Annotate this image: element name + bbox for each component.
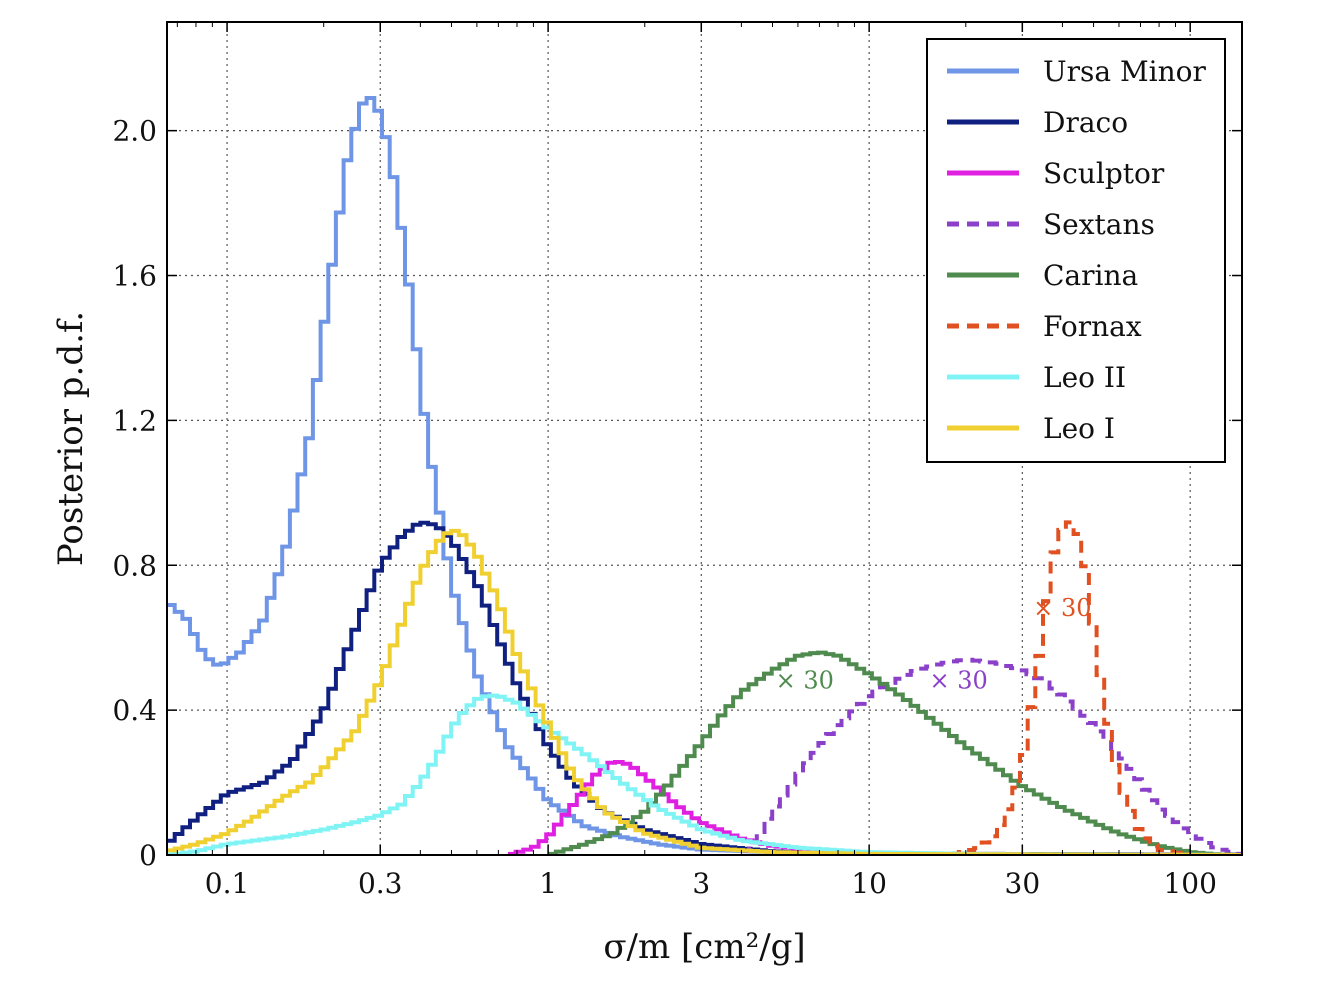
legend-box — [926, 38, 1226, 463]
y-tick-label: 0 — [139, 839, 157, 872]
series-line-sculptor — [508, 760, 1242, 855]
x-tick-label: 100 — [1163, 867, 1216, 900]
y-tick-label: 2.0 — [112, 115, 157, 148]
tick-labels: 0.1 0.3 1 3 10 30 100 0 0.4 0.8 1.2 1.6 2.0 — [112, 115, 1216, 900]
series-line-sextans — [741, 657, 1242, 855]
annotations: × 30 × 30 × 30 — [776, 594, 1092, 694]
legend-label-leo-ii: Leo II — [1043, 361, 1126, 394]
y-tick-label: 0.4 — [112, 694, 157, 727]
series-line-carina — [548, 650, 1242, 855]
legend-label-sculptor: Sculptor — [1043, 157, 1165, 190]
y-tick-label: 0.8 — [112, 549, 157, 582]
series-line-fornax — [951, 520, 1242, 855]
series-line-leo-ii — [167, 693, 1242, 855]
tick-marks — [167, 22, 1242, 856]
y-tick-label: 1.2 — [112, 404, 157, 437]
x-tick-label: 3 — [692, 867, 710, 900]
x-tick-label: 30 — [1005, 867, 1041, 900]
annotation-times-30: × 30 — [930, 666, 988, 694]
y-axis-label: Posterior p.d.f. — [51, 311, 91, 566]
series-line-draco — [167, 520, 1242, 855]
x-tick-label: 0.1 — [205, 867, 250, 900]
y-tick-label: 1.6 — [112, 260, 157, 293]
legend-label-leo-i: Leo I — [1043, 412, 1115, 445]
x-tick-label: 1 — [539, 867, 557, 900]
legend: Ursa Minor Draco Sculptor Sextans Carina Forn… — [926, 38, 1226, 463]
plot-frame — [166, 21, 1243, 856]
legend-label-fornax: Fornax — [1043, 310, 1142, 343]
legend-label-carina: Carina — [1043, 259, 1138, 292]
legend-label-sextans: Sextans — [1043, 208, 1155, 241]
legend-label-ursa-minor: Ursa Minor — [1043, 55, 1206, 88]
x-tick-label: 0.3 — [358, 867, 403, 900]
annotation-times-30: × 30 — [776, 666, 834, 694]
annotation-times-30: × 30 — [1033, 594, 1091, 622]
x-tick-label: 10 — [851, 867, 887, 900]
legend-label-draco: Draco — [1043, 106, 1128, 139]
x-axis-label: σ/m [cm²/g] — [603, 927, 805, 967]
